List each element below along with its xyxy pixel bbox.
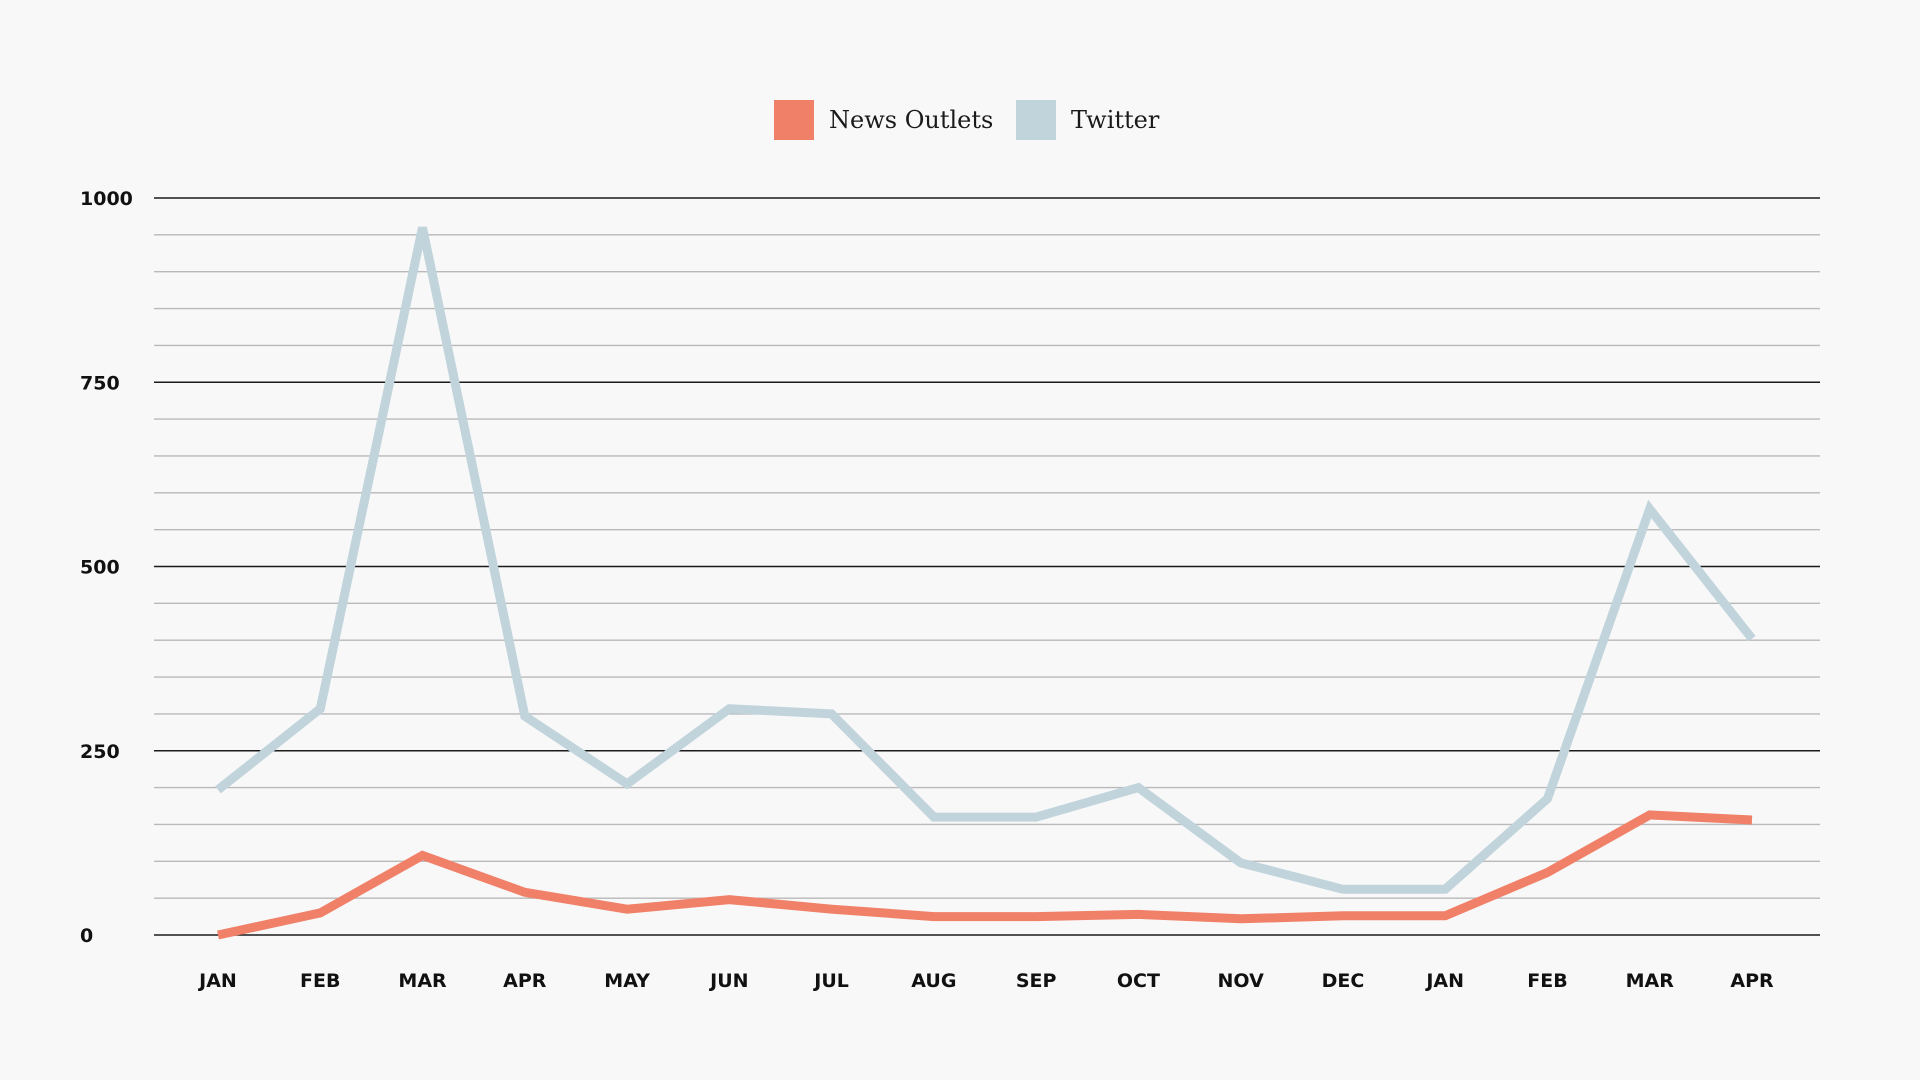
series-line-news-outlets — [217, 810, 1753, 940]
x-tick-label: FEB — [300, 970, 340, 992]
x-tick-label: NOV — [1218, 970, 1265, 992]
x-axis-ticks: JAN FEB MAR APR MAY JUN JUL AUG SEP OCT NOV DEC JAN F… — [197, 970, 1774, 992]
x-tick-label: JAN — [197, 970, 237, 992]
y-tick-label: 500 — [80, 557, 120, 579]
x-tick-label: MAR — [398, 970, 447, 992]
y-tick-label: 0 — [80, 925, 93, 947]
legend: News Outlets Twitter — [774, 100, 1160, 140]
x-tick-label: APR — [503, 970, 547, 992]
legend-item: Twitter — [1016, 100, 1160, 140]
y-tick-label: 250 — [80, 741, 120, 763]
x-tick-label: FEB — [1527, 970, 1567, 992]
legend-swatch — [774, 100, 814, 140]
y-tick-label: 1000 — [80, 188, 133, 210]
x-tick-label: MAR — [1626, 970, 1675, 992]
x-tick-label: OCT — [1117, 970, 1160, 992]
x-tick-label: JAN — [1424, 970, 1464, 992]
series-line-twitter — [215, 226, 1756, 894]
series-lines — [215, 226, 1756, 940]
y-tick-label: 750 — [80, 372, 120, 394]
legend-label: Twitter — [1071, 106, 1160, 134]
x-tick-label: AUG — [911, 970, 956, 992]
x-tick-label: APR — [1730, 970, 1774, 992]
x-tick-label: MAY — [604, 970, 650, 992]
x-tick-label: JUL — [812, 970, 849, 992]
x-tick-label: DEC — [1322, 970, 1365, 992]
legend-item: News Outlets — [774, 100, 993, 140]
x-tick-label: JUN — [708, 970, 748, 992]
grid-lines — [154, 197, 1820, 936]
legend-label: News Outlets — [829, 106, 993, 134]
x-tick-label: SEP — [1016, 970, 1057, 992]
y-axis-ticks: 0 250 500 750 1000 — [80, 188, 133, 947]
legend-swatch — [1016, 100, 1056, 140]
